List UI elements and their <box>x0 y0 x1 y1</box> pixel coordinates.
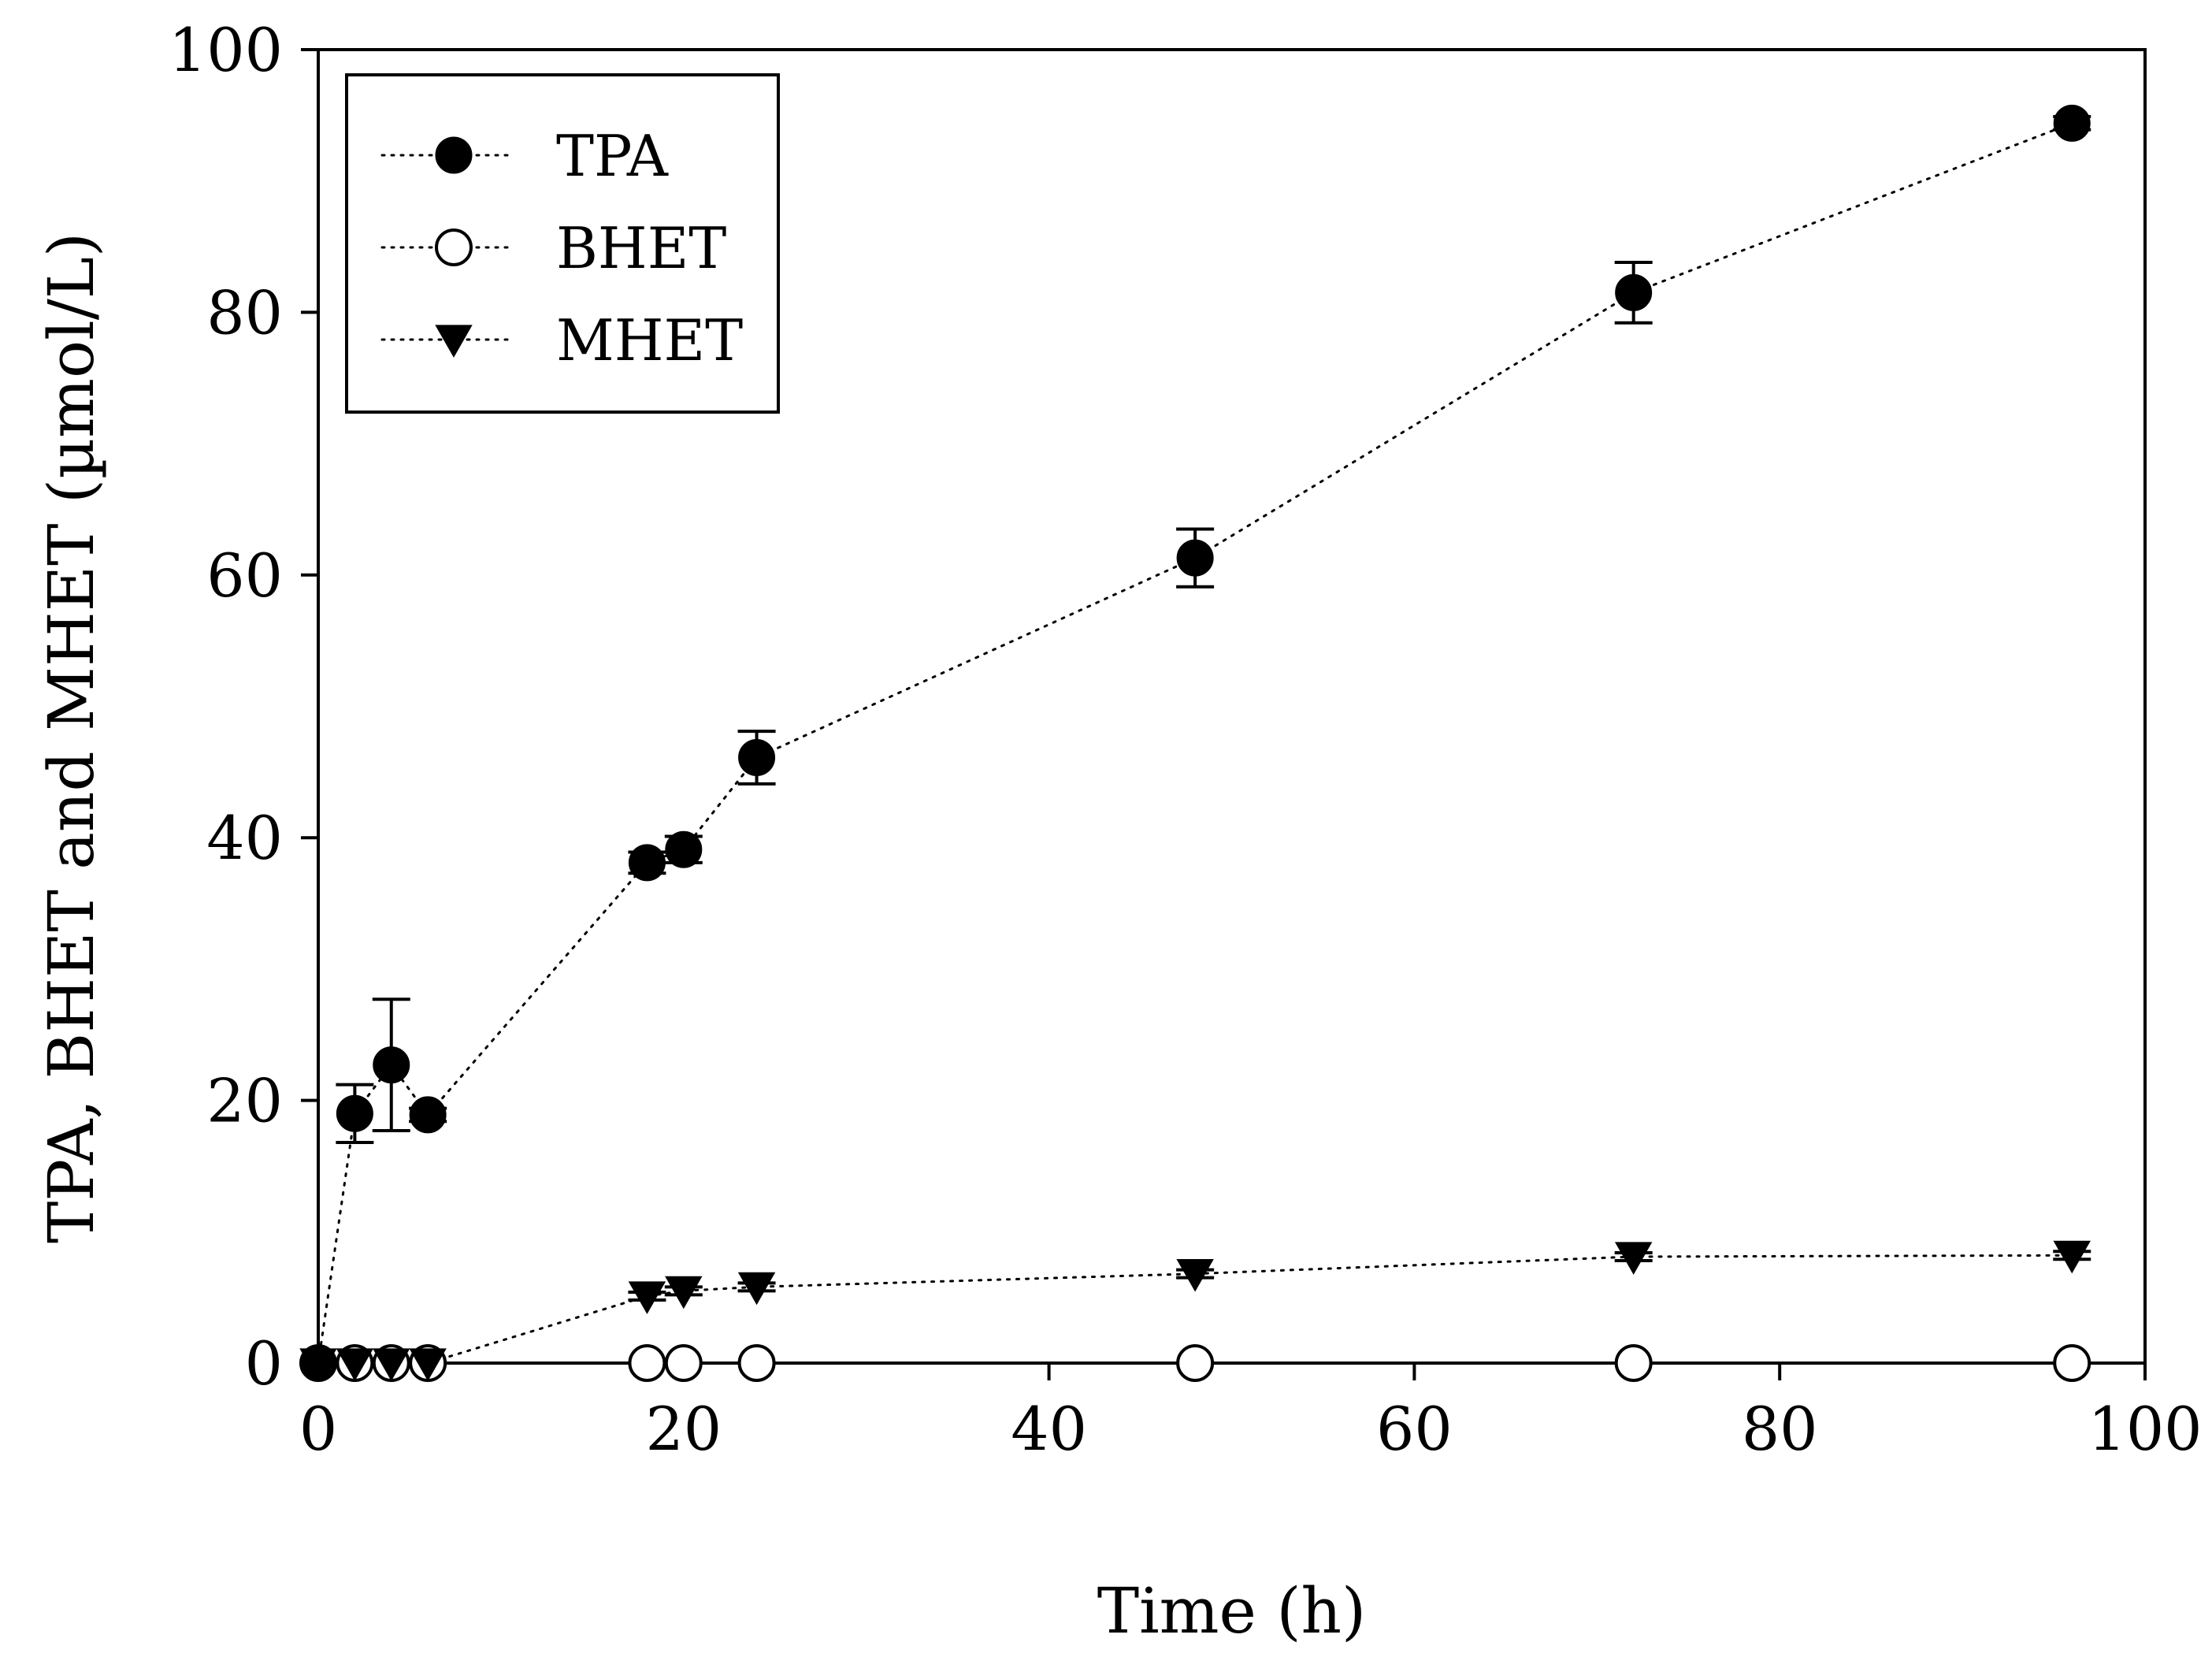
tpa-data-point <box>336 1094 373 1132</box>
legend-tpa-label: TPA <box>556 123 669 189</box>
legend-box <box>345 73 780 414</box>
tpa-data-point <box>665 830 703 868</box>
x-tick-label: 20 <box>645 1394 722 1464</box>
bhet-data-point <box>628 1344 666 1382</box>
tpa-data-point <box>2053 104 2091 142</box>
mhet-data-point <box>665 1276 703 1310</box>
mhet-data-point <box>1176 1259 1214 1292</box>
y-tick-label: 40 <box>206 803 283 873</box>
y-axis-title: TPA, BHET and MHET (µmol/L) <box>35 232 108 1243</box>
y-tick-label: 80 <box>206 277 283 347</box>
bhet-data-point <box>1176 1344 1215 1382</box>
mhet-data-point <box>2053 1240 2091 1274</box>
x-axis-title: Time (h) <box>1097 1574 1367 1648</box>
tpa-data-point <box>409 1096 447 1134</box>
y-tick-label: 60 <box>206 541 283 611</box>
plot-area-frame <box>317 48 2147 1365</box>
mhet-data-point <box>409 1348 447 1381</box>
tpa-data-point <box>738 739 776 777</box>
y-tick-label: 0 <box>245 1328 283 1399</box>
mhet-data-point <box>628 1281 666 1314</box>
tpa-data-point <box>1615 273 1653 311</box>
bhet-data-point <box>737 1344 776 1382</box>
bhet-data-point <box>2053 1344 2091 1382</box>
x-tick-label: 0 <box>299 1394 337 1464</box>
y-tick-label: 20 <box>206 1066 283 1136</box>
legend-tpa-marker <box>435 136 473 174</box>
y-tick-label: 100 <box>169 15 283 85</box>
legend-bhet-label: BHET <box>556 215 726 281</box>
tpa-series-line <box>317 121 2073 1365</box>
mhet-data-point <box>373 1348 410 1381</box>
tpa-data-point <box>373 1046 410 1084</box>
tpa-data-point <box>299 1344 337 1382</box>
x-tick-label: 100 <box>2088 1394 2202 1464</box>
x-tick-label: 80 <box>1742 1394 1818 1464</box>
tpa-data-point <box>1176 539 1214 577</box>
bhet-data-point <box>1614 1344 1653 1382</box>
x-tick-label: 60 <box>1376 1394 1453 1464</box>
mhet-data-point <box>737 1272 776 1306</box>
mhet-data-point <box>336 1348 374 1381</box>
legend-bhet-marker <box>435 228 473 266</box>
x-tick-label: 40 <box>1011 1394 1087 1464</box>
bhet-data-point <box>664 1344 703 1382</box>
mhet-series-line <box>317 1254 2073 1365</box>
legend-mhet-label: MHET <box>556 307 743 373</box>
legend-mhet-marker <box>435 325 473 358</box>
tpa-data-point <box>628 844 666 882</box>
mhet-data-point <box>1614 1242 1653 1275</box>
